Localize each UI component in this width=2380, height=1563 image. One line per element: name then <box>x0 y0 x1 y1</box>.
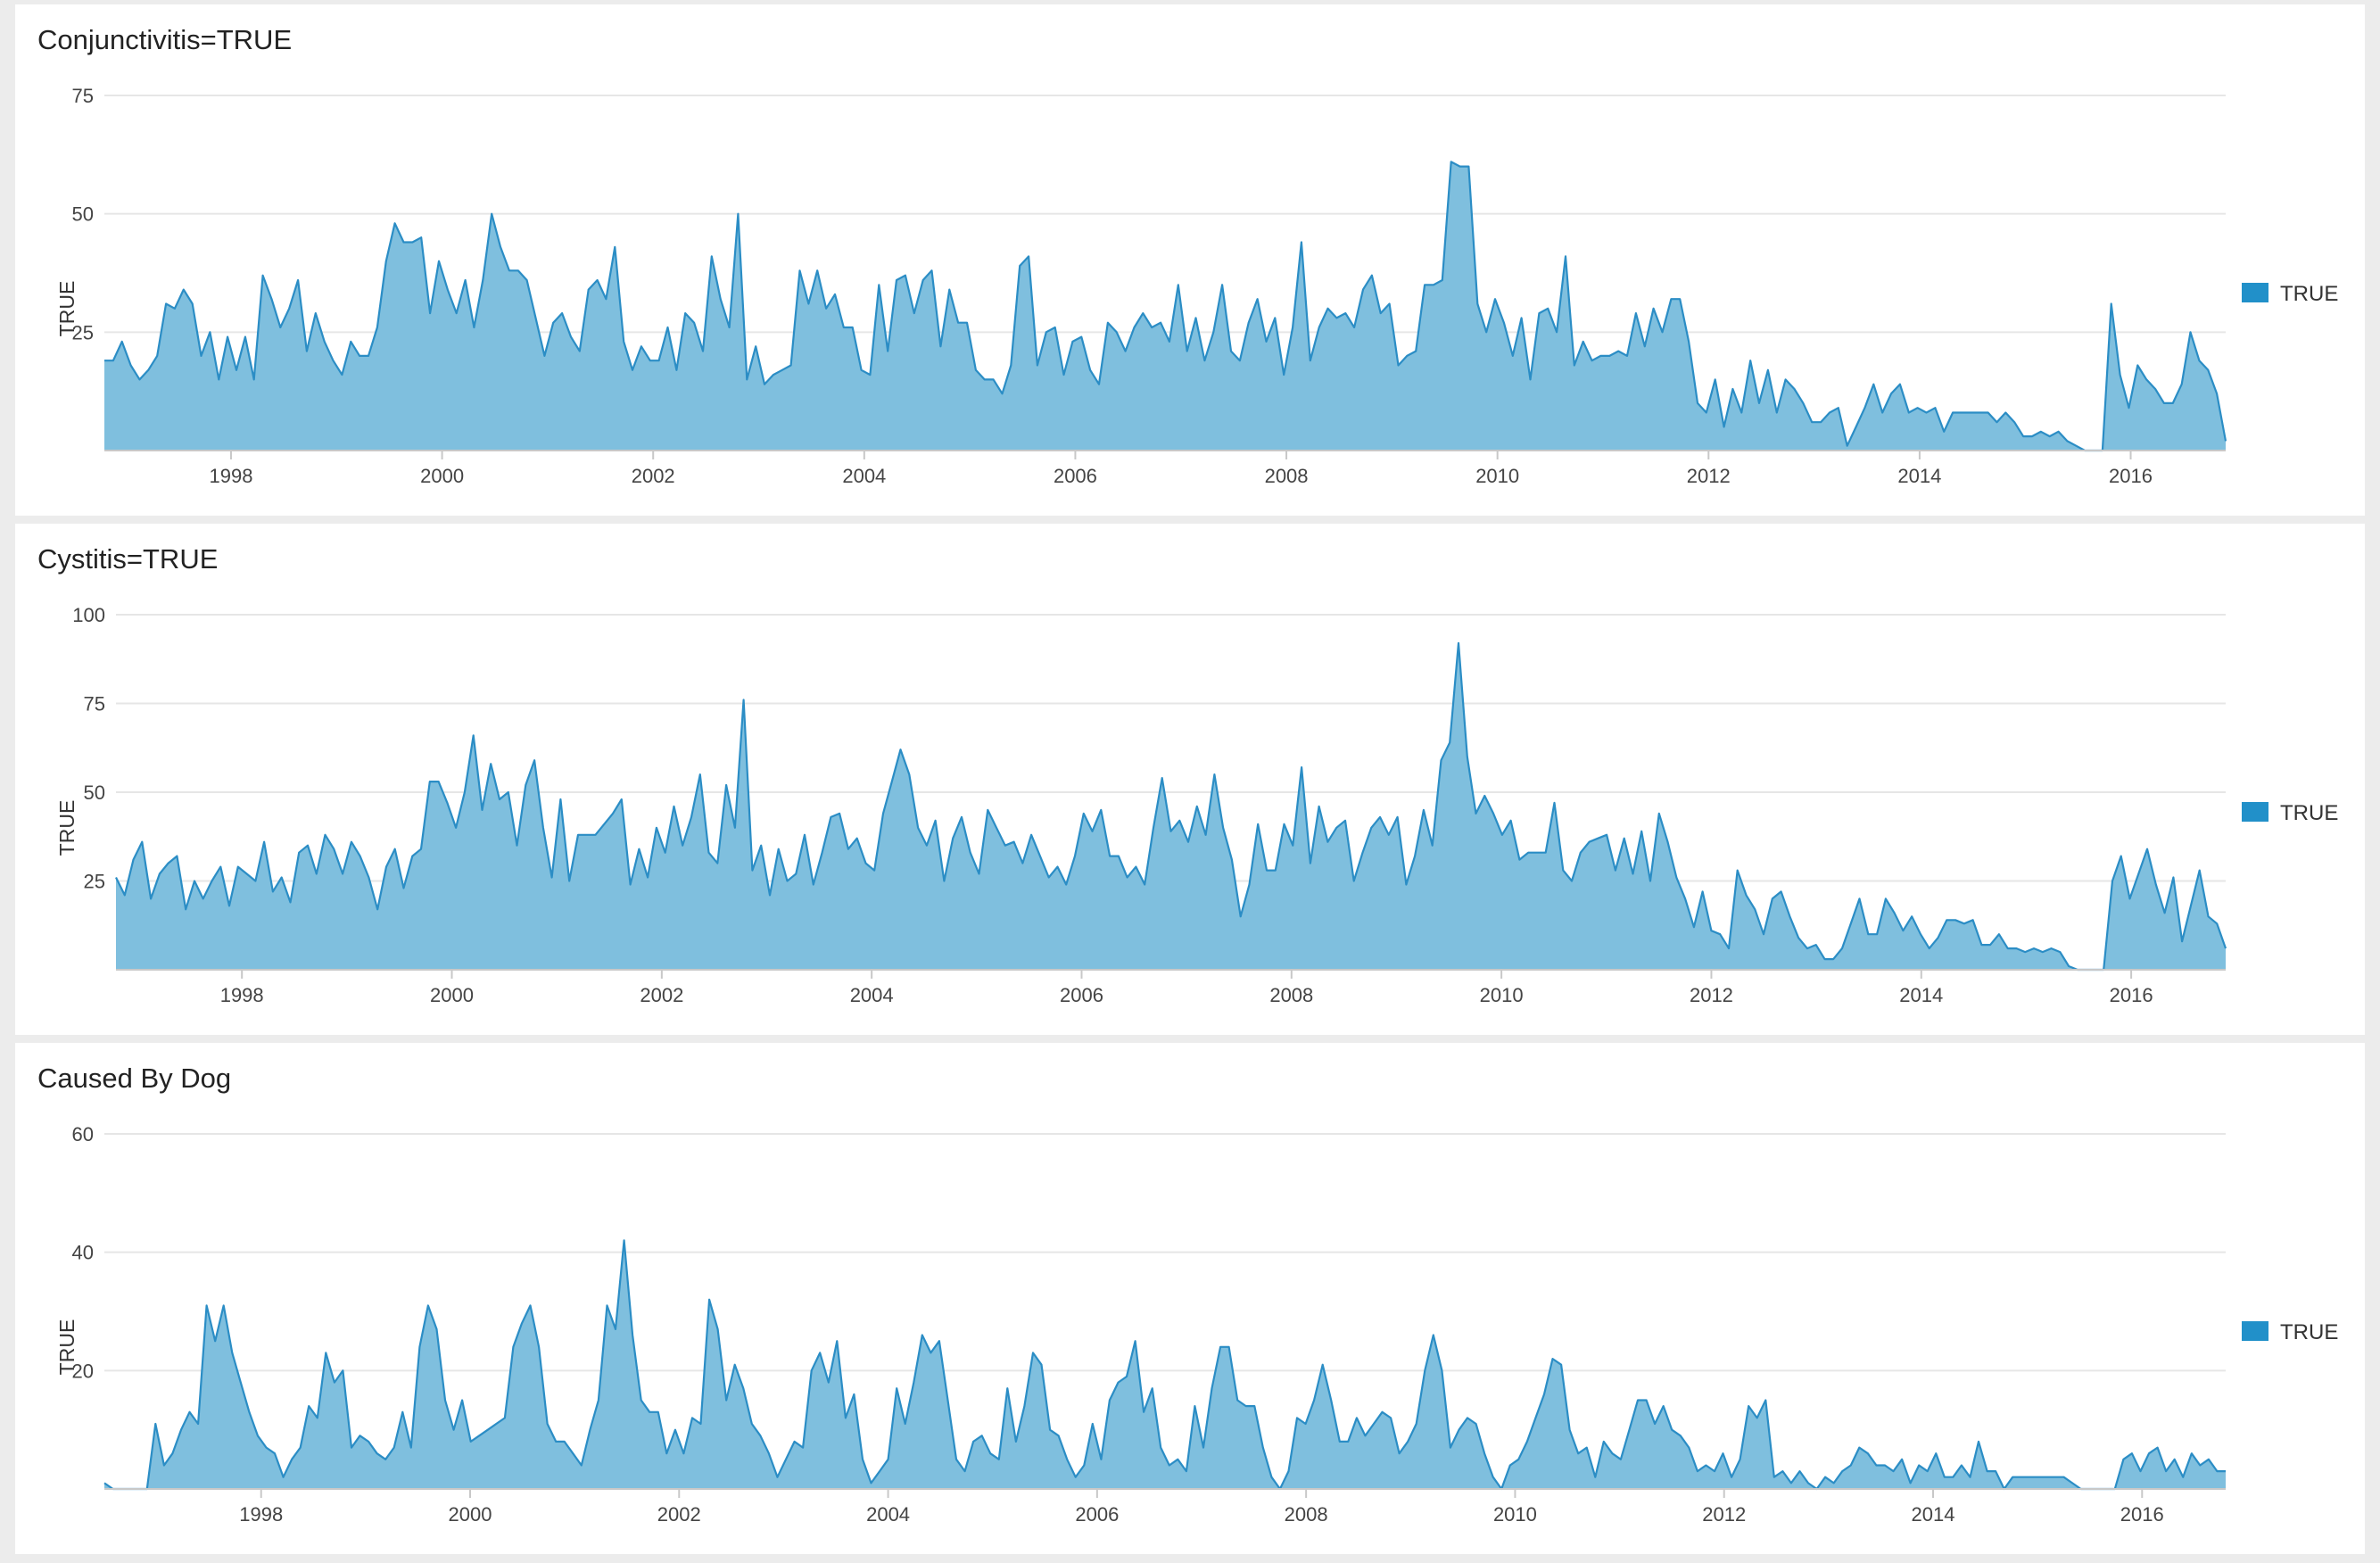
area-fill <box>116 642 2226 970</box>
x-tick-label: 2010 <box>1493 1503 1537 1526</box>
x-tick-label: 2004 <box>866 1503 910 1526</box>
chart-panel-caused-by-dog: Caused By Dog 20 40 60 1998 2000 2002 2004 2006… <box>15 1043 2365 1554</box>
series-line <box>104 161 2227 452</box>
legend-label[interactable]: TRUE <box>2280 282 2338 306</box>
x-tick-label: 2006 <box>1054 465 1097 487</box>
y-tick-label: 75 <box>84 693 105 715</box>
chart-title: Cystitis=TRUE <box>37 543 219 575</box>
chart-title: Conjunctivitis=TRUE <box>37 24 293 55</box>
x-tick-label: 1998 <box>209 465 252 487</box>
y-tick-label: 25 <box>72 321 94 343</box>
x-tick-label: 1998 <box>220 984 264 1006</box>
y-tick-label: 25 <box>84 871 105 893</box>
x-tick-label: 2000 <box>420 465 464 487</box>
chart-panel-cystitis: Cystitis=TRUE 25 50 75 100 1998 2000 2002 2004 2… <box>15 524 2365 1035</box>
x-tick-label: 2008 <box>1285 1503 1328 1526</box>
y-tick-label: 40 <box>72 1242 94 1264</box>
y-axis-label: TRUE <box>55 281 79 337</box>
y-tick-label: 60 <box>72 1123 94 1145</box>
x-tick-label: 2016 <box>2120 1503 2164 1526</box>
y-tick-label: 75 <box>72 85 94 107</box>
area-chart: 25 50 75 100 1998 2000 2002 2004 2006 2008 2010 201… <box>55 604 2338 1006</box>
x-tick-label: 2010 <box>1480 984 1524 1006</box>
y-tick-label: 50 <box>72 203 94 226</box>
x-tick-label: 2000 <box>449 1503 492 1526</box>
x-tick-label: 2014 <box>1897 465 1941 487</box>
legend-label[interactable]: TRUE <box>2280 801 2338 825</box>
chart-panel-conjunctivitis: Conjunctivitis=TRUE 25 50 75 1998 2000 2002 20… <box>15 4 2365 516</box>
area-fill <box>104 161 2226 451</box>
y-tick-label: 50 <box>84 782 105 804</box>
x-tick-label: 2000 <box>430 984 474 1006</box>
x-tick-label: 2016 <box>2110 984 2153 1006</box>
legend-swatch[interactable] <box>2242 283 2268 302</box>
y-axis-label: TRUE <box>55 800 79 856</box>
x-tick-label: 2008 <box>1265 465 1309 487</box>
x-tick-label: 2006 <box>1060 984 1103 1006</box>
x-tick-label: 2006 <box>1075 1503 1119 1526</box>
legend-swatch[interactable] <box>2242 802 2268 822</box>
y-axis-label: TRUE <box>55 1319 79 1376</box>
series-line <box>103 1239 2226 1491</box>
x-tick-label: 2010 <box>1475 465 1519 487</box>
area-fill <box>104 1240 2226 1489</box>
x-tick-label: 2014 <box>1912 1503 1955 1526</box>
x-tick-label: 2012 <box>1687 465 1731 487</box>
x-tick-label: 2014 <box>1899 984 1943 1006</box>
y-tick-label: 20 <box>72 1360 94 1382</box>
x-tick-label: 2008 <box>1269 984 1313 1006</box>
x-tick-label: 1998 <box>239 1503 283 1526</box>
x-tick-label: 2004 <box>842 465 886 487</box>
chart-title: Caused By Dog <box>37 1063 232 1094</box>
legend-swatch[interactable] <box>2242 1321 2268 1341</box>
legend-label[interactable]: TRUE <box>2280 1320 2338 1344</box>
area-chart: 20 40 60 1998 2000 2002 2004 2006 2008 2010 2012 20… <box>55 1123 2338 1526</box>
x-tick-label: 2016 <box>2109 465 2153 487</box>
y-tick-label: 100 <box>72 604 105 626</box>
area-chart: 25 50 75 1998 2000 2002 2004 2006 2008 2010 2012 20… <box>55 85 2338 487</box>
x-tick-label: 2004 <box>850 984 894 1006</box>
x-tick-label: 2002 <box>640 984 683 1006</box>
x-tick-label: 2002 <box>632 465 675 487</box>
x-tick-label: 2012 <box>1690 984 1733 1006</box>
x-tick-label: 2012 <box>1702 1503 1746 1526</box>
series-line <box>115 641 2227 972</box>
x-tick-label: 2002 <box>657 1503 701 1526</box>
